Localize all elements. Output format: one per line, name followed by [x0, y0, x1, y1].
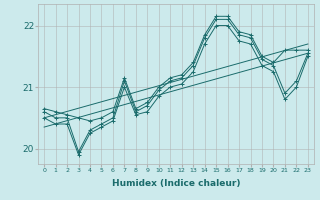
X-axis label: Humidex (Indice chaleur): Humidex (Indice chaleur): [112, 179, 240, 188]
